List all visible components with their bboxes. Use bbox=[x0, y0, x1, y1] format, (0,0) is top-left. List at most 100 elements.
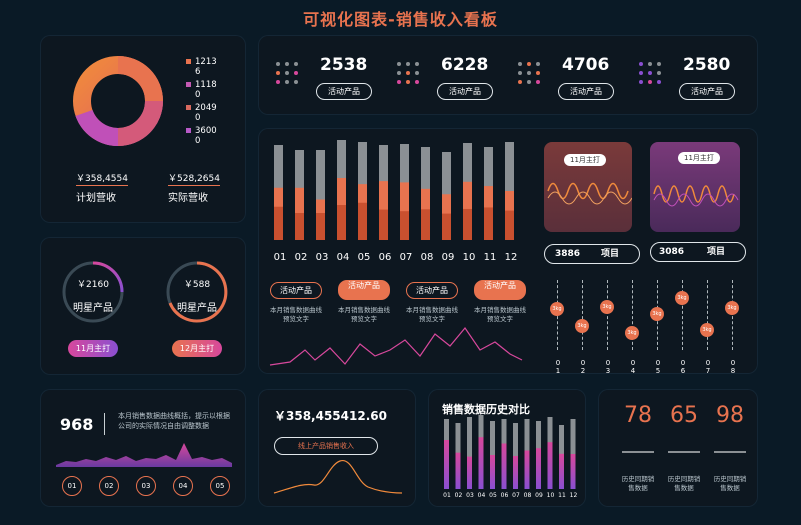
stat-dot bbox=[657, 62, 661, 66]
star-right-value: ￥588 bbox=[183, 280, 211, 290]
history-category-label: 04 bbox=[477, 492, 486, 499]
slider-knob[interactable]: 3kg bbox=[675, 290, 689, 305]
stat-dot bbox=[639, 71, 643, 75]
slider-knob[interactable]: 3kg bbox=[550, 302, 564, 317]
history-category-label: 01 bbox=[443, 492, 451, 499]
page-button[interactable]: 05 bbox=[210, 476, 230, 496]
stat-label-button[interactable]: 活动产品 bbox=[679, 83, 735, 100]
kpi-label: 历史同期销售数据 bbox=[667, 475, 701, 492]
revenue-button[interactable]: 线上产品销售收入 bbox=[274, 437, 378, 455]
kpi-label: 历史同期销售数据 bbox=[713, 475, 747, 492]
legend-swatch bbox=[186, 128, 191, 133]
wave-card-1: 11月主打 bbox=[544, 142, 632, 232]
activity-tag[interactable]: 活动产品 bbox=[338, 280, 390, 300]
page-button[interactable]: 04 bbox=[173, 476, 193, 496]
slider-tick-label: 0 1 bbox=[555, 359, 561, 374]
bar-orange-dark bbox=[421, 209, 430, 240]
bar-category-label: 05 bbox=[357, 252, 371, 263]
bar-category-label: 02 bbox=[294, 252, 308, 263]
stat-dot bbox=[415, 71, 419, 75]
history-category-label: 05 bbox=[489, 492, 497, 499]
stat-dot bbox=[648, 71, 652, 75]
page-button[interactable]: 01 bbox=[62, 476, 82, 496]
wave-line bbox=[547, 182, 632, 205]
bar-orange-dark bbox=[295, 213, 304, 240]
stat-dot bbox=[657, 80, 661, 84]
history-category-label: 09 bbox=[535, 492, 543, 499]
stat-dot bbox=[536, 71, 540, 75]
bar-orange-dark bbox=[505, 210, 514, 240]
donut-panel: 1213 6 1118 0 2049 0 3600 0 ￥358,4554 计划… bbox=[40, 35, 246, 223]
slider-track bbox=[632, 280, 634, 350]
stat-dot bbox=[657, 71, 661, 75]
wave-bubble: 11月主打 bbox=[678, 152, 720, 164]
star-left-button[interactable]: 11月主打 bbox=[68, 340, 118, 357]
summary-panel: 968 本月销售数据曲线概括，提示以根据公司的实际情况自由调整数据 01 02 03… bbox=[40, 389, 246, 507]
kpi-value: 98 bbox=[716, 403, 744, 428]
stat-label-button[interactable]: 活动产品 bbox=[558, 83, 614, 100]
history-bar-pink bbox=[478, 437, 484, 489]
wave-pill-1[interactable]: 3886 项目 bbox=[544, 244, 640, 264]
star-right-button[interactable]: 12月主打 bbox=[172, 340, 222, 357]
history-category-label: 06 bbox=[500, 492, 509, 499]
history-bar-pink bbox=[501, 443, 507, 489]
wave-pill-2[interactable]: 3086 项目 bbox=[650, 242, 746, 262]
slider-tick-label: 0 8 bbox=[730, 359, 736, 374]
slider-knob[interactable]: 3kg bbox=[700, 323, 714, 338]
activity-note: 本月销售数据曲线预览文字 bbox=[338, 306, 390, 323]
stat-label-button[interactable]: 活动产品 bbox=[316, 83, 372, 100]
stat-dot bbox=[527, 80, 531, 84]
history-bar-pink bbox=[490, 455, 495, 489]
stat-dot bbox=[276, 62, 280, 66]
bar-category-label: 04 bbox=[336, 252, 350, 263]
history-category-label: 02 bbox=[454, 492, 463, 499]
page-button[interactable]: 02 bbox=[99, 476, 119, 496]
activity-tag[interactable]: 活动产品 bbox=[406, 282, 458, 299]
stat-card: 6228 活动产品 bbox=[397, 35, 515, 115]
stat-label-button[interactable]: 活动产品 bbox=[437, 83, 493, 100]
bar-orange-dark bbox=[316, 213, 325, 240]
legend-swatch bbox=[186, 105, 191, 110]
stat-dot bbox=[518, 80, 522, 84]
stat-value: 6228 bbox=[441, 55, 489, 75]
legend-swatch bbox=[186, 59, 191, 64]
slider-knob[interactable]: 3kg bbox=[725, 301, 739, 315]
slider-tick-label: 0 6 bbox=[680, 359, 686, 374]
slider-track bbox=[607, 280, 609, 350]
history-bar-chart bbox=[444, 415, 576, 489]
star-right-label: 明星产品 bbox=[177, 303, 217, 314]
donut-legend: 1213 6 1118 0 2049 0 3600 0 bbox=[186, 57, 236, 149]
wave-line bbox=[653, 185, 739, 207]
stat-dot bbox=[527, 62, 531, 66]
summary-text: 本月销售数据曲线概括，提示以根据公司的实际情况自由调整数据 bbox=[118, 412, 230, 430]
kpi-divider bbox=[714, 451, 746, 453]
history-panel: 销售数据历史对比 01 02 03 04 05 06 07 08 09 10 11 12 bbox=[428, 389, 586, 507]
star-left-value: ￥2160 bbox=[77, 280, 109, 290]
stat-dot bbox=[406, 71, 410, 75]
activity-tag[interactable]: 活动产品 bbox=[474, 280, 526, 300]
slider-knob[interactable]: 3kg bbox=[600, 299, 614, 314]
history-bar-pink bbox=[513, 456, 518, 489]
bar-category-label: 07 bbox=[399, 252, 413, 263]
donut-chart bbox=[73, 56, 163, 147]
stat-dot bbox=[648, 80, 652, 84]
slider-knob[interactable]: 3kg bbox=[575, 318, 589, 333]
slider-track bbox=[582, 280, 584, 350]
kpi-value: 78 bbox=[624, 403, 652, 428]
plan-value: ￥358,4554 bbox=[76, 174, 128, 184]
slider-knob[interactable]: 3kg bbox=[625, 325, 639, 340]
summary-divider bbox=[104, 413, 105, 435]
activity-tag[interactable]: 活动产品 bbox=[270, 282, 322, 299]
plan-label: 计划营收 bbox=[76, 193, 116, 204]
slider-knob[interactable]: 3kg bbox=[650, 306, 664, 321]
main-bar-chart bbox=[274, 140, 514, 240]
stat-dot bbox=[294, 62, 298, 66]
bar-orange-dark bbox=[484, 207, 493, 240]
history-category-label: 12 bbox=[569, 492, 578, 499]
bar-orange-dark bbox=[400, 211, 409, 240]
revenue-line-chart bbox=[273, 460, 403, 494]
page-button[interactable]: 03 bbox=[136, 476, 156, 496]
history-bar-pink bbox=[455, 452, 461, 489]
main-line-chart bbox=[269, 327, 523, 366]
stat-dot bbox=[294, 71, 298, 75]
